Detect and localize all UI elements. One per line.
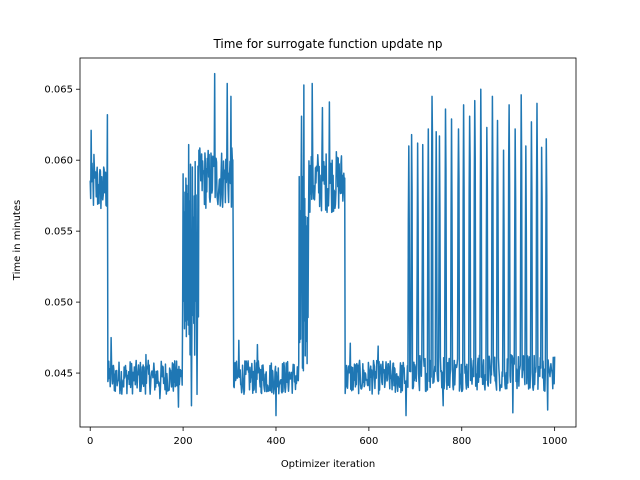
x-tick-label: 800: [452, 436, 471, 447]
x-tick-label: 200: [174, 436, 193, 447]
plot-area: [79, 57, 577, 428]
x-tick-label: 600: [359, 436, 378, 447]
x-tick-label: 400: [266, 436, 285, 447]
y-axis-label: Time in minutes: [12, 200, 23, 281]
y-tick-label: 0.065: [44, 85, 73, 96]
y-tick-label: 0.055: [44, 227, 73, 238]
y-tick-label: 0.050: [44, 298, 73, 309]
x-tick-label: 0: [87, 436, 93, 447]
y-axis: 0.045 0.050 0.055 0.060 0.065: [44, 85, 80, 380]
y-tick-label: 0.060: [44, 156, 73, 167]
x-tick-label: 1000: [542, 436, 567, 447]
plot-frame: [79, 57, 577, 428]
x-axis: 0 200 400 600 800 1000: [87, 427, 567, 447]
x-axis-label: Optimizer iteration: [281, 459, 375, 470]
y-tick-label: 0.045: [44, 369, 73, 380]
chart-title: Time for surrogate function update np: [212, 37, 442, 51]
series-line: [89, 72, 556, 417]
